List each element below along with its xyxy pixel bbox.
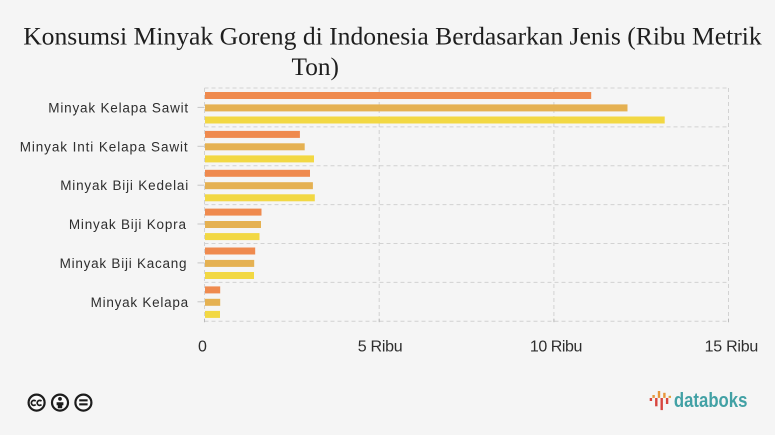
svg-text:Minyak Inti Kelapa Sawit: Minyak Inti Kelapa Sawit xyxy=(20,139,189,154)
svg-text:5 Ribu: 5 Ribu xyxy=(358,338,403,355)
svg-text:10 Ribu: 10 Ribu xyxy=(530,338,582,355)
svg-text:databoks: databoks xyxy=(674,390,748,412)
svg-text:Minyak Biji Kacang: Minyak Biji Kacang xyxy=(60,256,188,271)
svg-text:15 Ribu: 15 Ribu xyxy=(705,338,758,355)
svg-text:Minyak Kelapa Sawit: Minyak Kelapa Sawit xyxy=(48,100,189,115)
svg-text:Minyak Biji Kedelai: Minyak Biji Kedelai xyxy=(60,178,189,193)
svg-text:Konsumsi Minyak Goreng di Indo: Konsumsi Minyak Goreng di Indonesia Berd… xyxy=(23,22,762,51)
svg-text:Ton): Ton) xyxy=(292,52,340,81)
svg-text:0: 0 xyxy=(198,338,207,355)
svg-text:Minyak Kelapa: Minyak Kelapa xyxy=(91,295,189,310)
svg-text:Minyak Biji Kopra: Minyak Biji Kopra xyxy=(69,217,187,232)
